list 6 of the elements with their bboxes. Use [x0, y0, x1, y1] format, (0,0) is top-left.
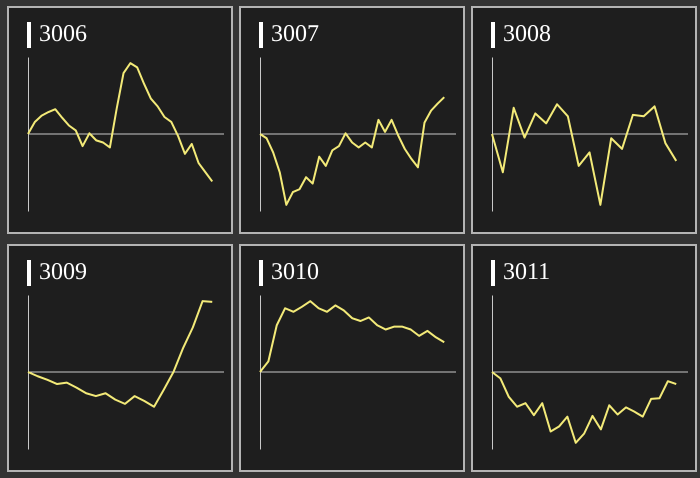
chart-title: 3010 — [271, 258, 319, 287]
chart-title: 3011 — [503, 258, 550, 287]
chart-title: 3006 — [39, 20, 87, 49]
chart-title: 3008 — [503, 20, 551, 49]
chart-title: 3009 — [39, 258, 87, 287]
chart-title: 3007 — [271, 20, 319, 49]
